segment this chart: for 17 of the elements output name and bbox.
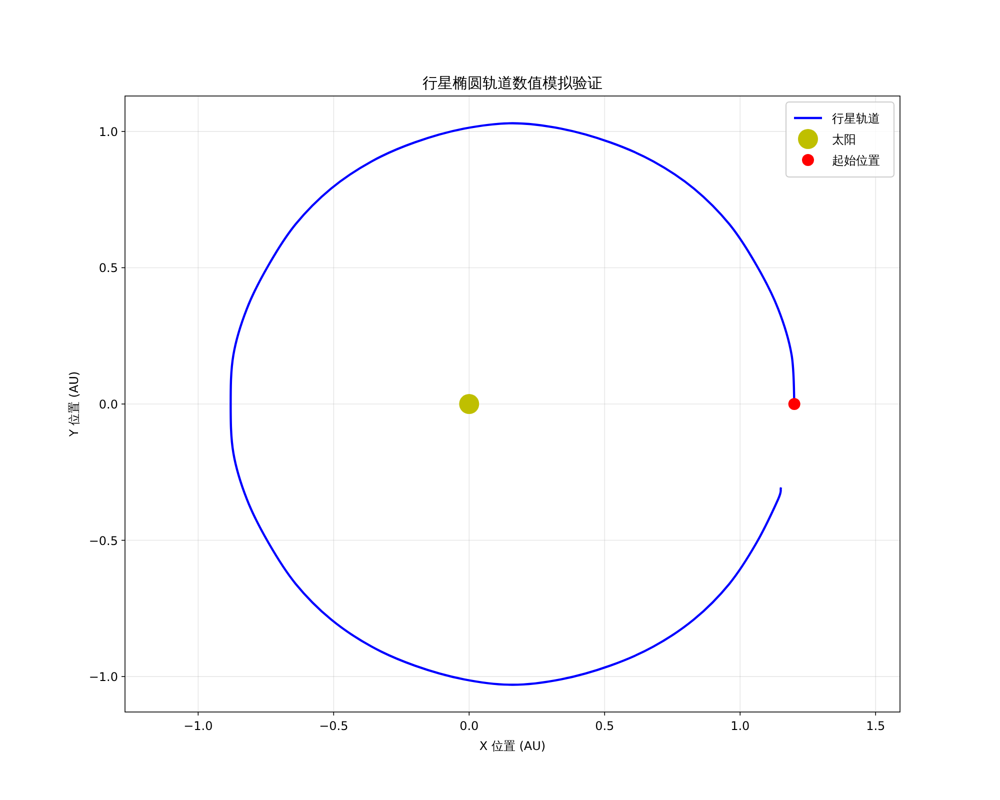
y-tick-label: −0.5 (88, 534, 118, 548)
x-tick-label: 0.5 (595, 719, 614, 733)
x-tick-label: 1.0 (730, 719, 750, 733)
legend-label: 行星轨道 (832, 112, 880, 126)
legend-label: 起始位置 (832, 154, 880, 168)
x-tick-label: −1.0 (184, 719, 213, 733)
y-tick-label: −1.0 (88, 670, 118, 684)
y-tick-label: 0.0 (98, 398, 118, 412)
x-tick-label: 1.5 (866, 719, 886, 733)
legend-label: 太阳 (832, 132, 856, 146)
chart-title: 行星椭圆轨道数值模拟验证 (422, 74, 602, 92)
x-tick-label: 0.0 (460, 719, 479, 733)
x-axis-title: X 位置 (AU) (479, 739, 546, 753)
x-tick-label: −0.5 (319, 719, 348, 733)
y-axis-title: Y 位置 (AU) (67, 371, 81, 438)
y-tick-label: 1.0 (98, 124, 118, 139)
y-tick-label: 0.5 (98, 261, 118, 276)
